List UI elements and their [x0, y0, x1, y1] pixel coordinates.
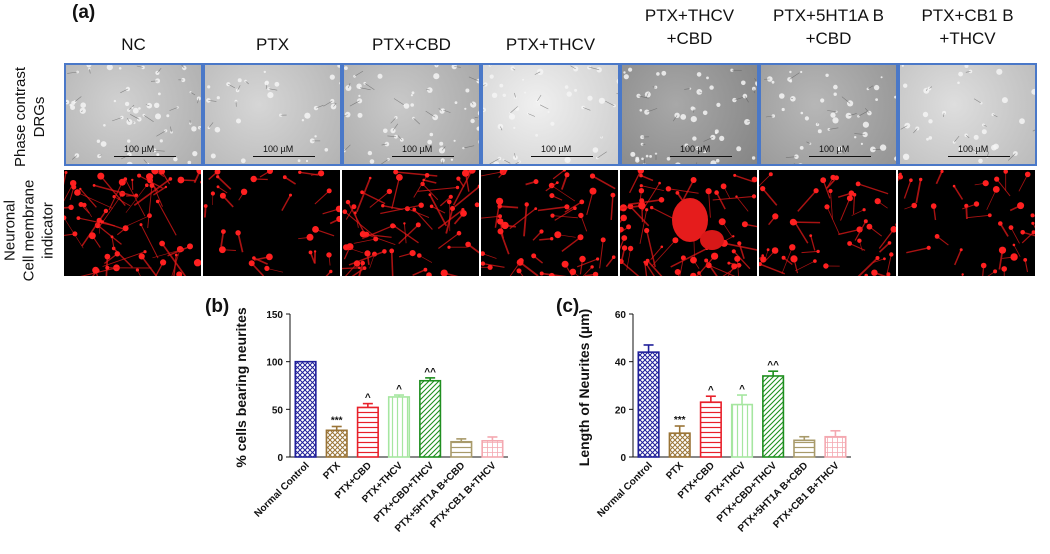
fluorescence-image-0 — [64, 170, 201, 276]
column-title-5-line-0: PTX+5HT1A B — [772, 6, 885, 25]
column-title-5: PTX+5HT1A B +CBD — [754, 4, 904, 50]
chart-b-neurite-bearing: % cells bearing neurites 0 50 100 150 Normal … — [233, 307, 508, 535]
bar-4 — [762, 375, 785, 458]
scale-bar-label: 100 µM — [958, 144, 989, 154]
significance-label-1: *** — [674, 415, 686, 426]
row-label-phase-line1: Phase contrast — [12, 66, 29, 168]
fluorescence-image-5 — [759, 170, 896, 276]
scale-bar-label: 100 µM — [541, 144, 572, 154]
column-title-5-line-1: +CBD — [805, 29, 852, 48]
row-label-fluor: Neuronal Cell membrane indicator — [1, 166, 58, 296]
bar-2 — [356, 406, 379, 458]
scale-bar — [809, 156, 871, 157]
panel-c-label: (c) — [556, 296, 580, 317]
column-title-1-line-0: PTX — [255, 35, 290, 54]
column-title-0: NC — [59, 33, 209, 56]
phase-contrast-image-0: 100 µM — [64, 63, 203, 166]
phase-contrast-image-6: 100 µM — [898, 63, 1037, 166]
panel-a-label: (a) — [72, 2, 96, 23]
column-title-4: PTX+THCV +CBD — [615, 4, 765, 50]
chart-c-neurite-length: Length of Neurites (µm) 0 20 40 60 Normal Con… — [576, 309, 851, 535]
bar-5 — [450, 440, 473, 458]
scale-bar-label: 100 µM — [263, 144, 294, 154]
phase-contrast-image-2: 100 µM — [342, 63, 481, 166]
scale-bar — [253, 156, 315, 157]
significance-label-3: ^ — [396, 384, 402, 395]
scale-bar — [670, 156, 732, 157]
y-tick-label: 0 — [277, 453, 283, 464]
row-label-fluor-line3: indicator — [39, 202, 57, 259]
significance-label-4: ^^ — [767, 360, 779, 371]
column-title-3: PTX+THCV — [476, 33, 626, 56]
panel-b-label: (b) — [205, 296, 230, 317]
fluorescence-image-3 — [481, 170, 618, 276]
column-title-3-line-0: PTX+THCV — [505, 35, 596, 54]
bar-6 — [481, 439, 504, 458]
bar-2 — [699, 401, 722, 458]
bar-0 — [637, 351, 660, 458]
y-axis-label: Length of Neurites (µm) — [576, 309, 592, 466]
bar-3 — [387, 396, 411, 458]
scale-bar — [531, 156, 593, 157]
phase-contrast-image-5: 100 µM — [759, 63, 898, 166]
x-tick-label-1: PTX — [664, 460, 686, 482]
y-tick-label: 50 — [272, 405, 284, 416]
scale-bar — [948, 156, 1010, 157]
fluorescence-image-2 — [342, 170, 479, 276]
scale-bar-label: 100 µM — [124, 144, 155, 154]
fluorescence-image-6 — [898, 170, 1035, 276]
row-label-phase: Phase contrast DRGs — [11, 57, 49, 177]
bar-1 — [668, 432, 691, 458]
bar-1 — [325, 429, 348, 458]
y-tick-label: 60 — [615, 310, 627, 321]
y-tick-label: 0 — [620, 453, 626, 464]
fluorescence-image-4 — [620, 170, 757, 276]
phase-contrast-image-3: 100 µM — [481, 63, 620, 166]
row-label-fluor-line2: Cell membrane — [20, 179, 38, 282]
column-title-6-line-1: +THCV — [939, 29, 996, 48]
y-tick-label: 40 — [615, 358, 627, 369]
y-tick-label: 100 — [266, 358, 283, 369]
bar-5 — [793, 439, 816, 458]
row-label-fluor-line1: Neuronal — [1, 200, 19, 261]
significance-label-1: *** — [331, 415, 343, 426]
column-title-2-line-0: PTX+CBD — [372, 35, 451, 54]
scale-bar — [114, 156, 176, 157]
fluorescence-image-1 — [203, 170, 340, 276]
x-tick-label-0: Normal Control — [252, 460, 311, 519]
bar-0 — [294, 360, 317, 458]
row-label-phase-line2: DRGs — [31, 96, 48, 138]
scale-bar-label: 100 µM — [402, 144, 433, 154]
y-tick-label: 20 — [615, 405, 627, 416]
significance-label-3: ^ — [739, 384, 745, 395]
column-title-4-line-0: PTX+THCV — [644, 6, 735, 25]
bar-6 — [824, 435, 847, 458]
phase-contrast-image-4: 100 µM — [620, 63, 759, 166]
x-tick-label-0: Normal Control — [595, 460, 654, 519]
column-title-0-line-0: NC — [121, 35, 146, 54]
column-title-2: PTX+CBD — [337, 33, 487, 56]
scale-bar — [392, 156, 454, 157]
bar-3 — [730, 403, 754, 458]
column-title-1: PTX — [198, 33, 348, 56]
y-axis-label: % cells bearing neurites — [233, 307, 249, 467]
significance-label-2: ^ — [365, 393, 371, 404]
significance-label-4: ^^ — [424, 367, 436, 378]
phase-contrast-image-1: 100 µM — [203, 63, 342, 166]
column-title-4-line-1: +CBD — [666, 29, 713, 48]
x-tick-label-1: PTX — [321, 460, 343, 482]
bar-4 — [419, 379, 442, 458]
column-title-6-line-0: PTX+CB1 B — [921, 6, 1014, 25]
scale-bar-label: 100 µM — [819, 144, 850, 154]
y-tick-label: 150 — [266, 310, 283, 321]
scale-bar-label: 100 µM — [680, 144, 711, 154]
column-title-6: PTX+CB1 B +THCV — [893, 4, 1043, 50]
significance-label-2: ^ — [708, 385, 714, 396]
